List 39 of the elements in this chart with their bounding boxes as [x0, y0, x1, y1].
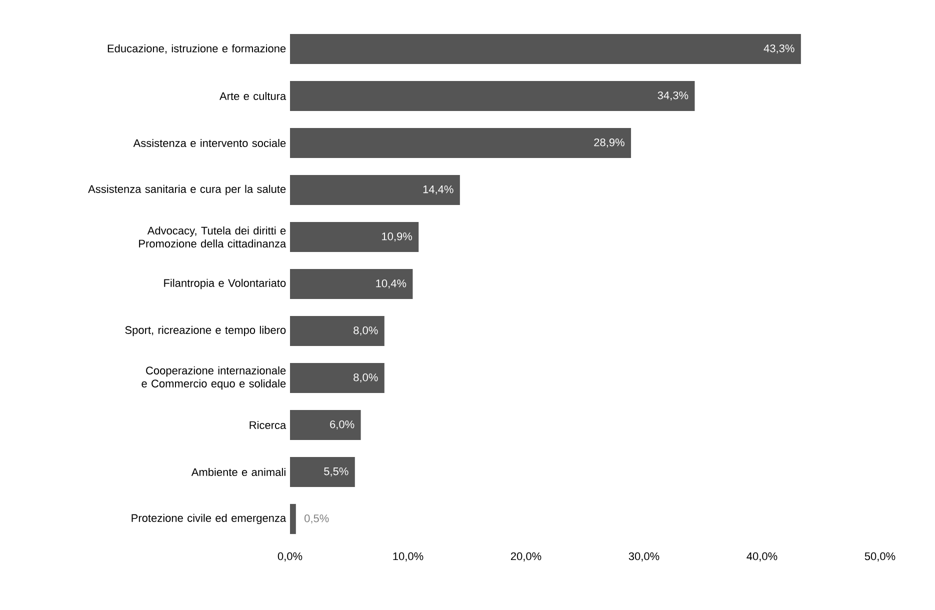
- bar: [290, 34, 801, 64]
- bar: [290, 456, 355, 488]
- data-label: 34,3%: [658, 91, 688, 101]
- y-tick-label: Ricerca: [250, 420, 286, 430]
- data-label: 43,3%: [764, 44, 794, 54]
- data-label: 5,5%: [324, 467, 348, 477]
- bar: [290, 174, 460, 206]
- bar: [290, 316, 384, 346]
- bar: [290, 410, 361, 440]
- bar: [290, 362, 384, 394]
- x-tick-label: 10,0%: [393, 552, 424, 562]
- x-tick-label: 20,0%: [510, 552, 542, 562]
- y-tick-label: Protezione civile ed emergenza: [132, 514, 286, 524]
- y-tick-label: Sport, ricreazione e tempo libero: [125, 326, 286, 336]
- y-tick-label: Assistenza e intervento sociale: [133, 138, 286, 148]
- x-tick-label: 30,0%: [628, 552, 660, 562]
- x-tick-label: 40,0%: [746, 552, 778, 562]
- data-label: 14,4%: [423, 185, 454, 195]
- y-tick-label: Filantropia e Volontariato: [164, 278, 286, 290]
- bar: [290, 222, 419, 252]
- y-tick-label: Arte e cultura: [220, 92, 286, 100]
- x-tick-label: 50,0%: [864, 552, 896, 562]
- data-label: 8,0%: [354, 326, 378, 336]
- y-tick-label: Educazione, istruzione e formazione: [108, 44, 286, 54]
- bar: [290, 80, 695, 112]
- bar: [290, 504, 296, 534]
- data-label: 10,9%: [382, 232, 412, 242]
- data-label: 8,0%: [354, 373, 378, 383]
- bar: [290, 128, 632, 158]
- data-label: 6,0%: [330, 420, 354, 430]
- data-label: 28,9%: [594, 138, 624, 148]
- data-label: 0,5%: [304, 514, 329, 524]
- y-tick-label: Assistenza sanitaria e cura per la salute: [88, 184, 286, 196]
- data-label: 10,4%: [376, 279, 406, 289]
- y-tick-label: Cooperazione internazionale e Commercio equo e solidale: [142, 366, 286, 390]
- bar: [290, 268, 413, 300]
- x-tick-label: 0,0%: [278, 552, 302, 562]
- y-tick-label: Advocacy, Tutela dei diritti e Promozione della cittadinanza: [139, 226, 286, 248]
- y-tick-label: Ambiente e animali: [191, 468, 286, 476]
